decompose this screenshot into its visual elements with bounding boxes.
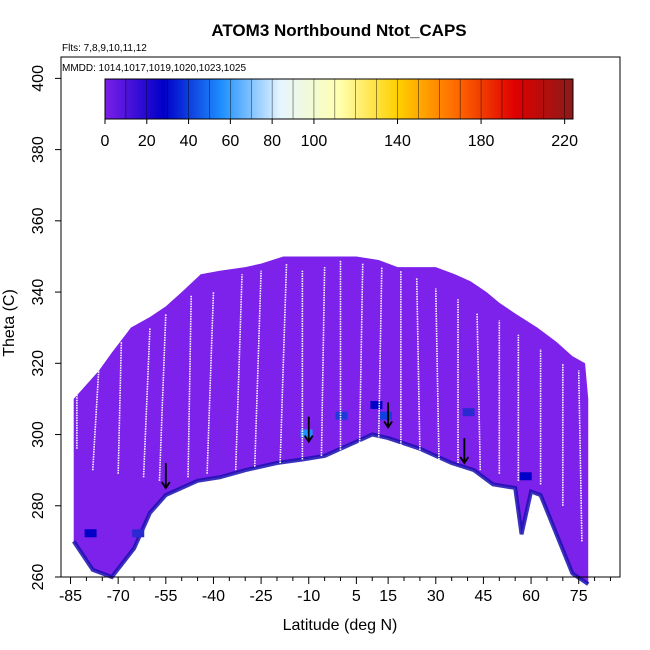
- high-value-patch: [519, 472, 532, 481]
- profile-trace: [577, 370, 583, 542]
- colorbar-tick-label: 60: [221, 133, 239, 150]
- flights-annotation: Flts: 7,8,9,10,11,12: [62, 43, 147, 54]
- y-tick-label: 300: [30, 421, 47, 448]
- high-value-patch: [379, 411, 392, 420]
- profile-trace: [91, 363, 100, 471]
- high-value-patch: [132, 529, 145, 538]
- x-axis-label: Latitude (deg N): [283, 617, 398, 634]
- x-tick-label: -70: [107, 588, 130, 605]
- y-tick-label: 380: [30, 136, 47, 163]
- arrow-marker: [383, 402, 393, 430]
- x-tick-label: 30: [427, 588, 445, 605]
- arrow-head: [383, 420, 393, 430]
- x-tick-label: 75: [570, 588, 588, 605]
- colorbar-tick-label: 180: [468, 133, 495, 150]
- high-value-patch: [462, 408, 475, 417]
- profile-trace: [253, 270, 262, 467]
- profile-trace: [415, 277, 421, 453]
- x-tick-label: -25: [250, 588, 273, 605]
- colorbar: 0 20 40 60 80 100 140 180 220: [101, 78, 578, 150]
- arrow-head: [161, 481, 171, 490]
- high-value-patch: [335, 411, 348, 420]
- arrow-marker: [161, 463, 171, 490]
- profile-trace: [234, 274, 243, 471]
- x-tick-label: -10: [297, 588, 320, 605]
- colorbar-bar: [104, 78, 574, 120]
- colorbar-tick-label: 220: [551, 133, 578, 150]
- y-tick-label: 400: [30, 65, 47, 92]
- profile-trace: [279, 263, 288, 464]
- profile-trace: [434, 288, 440, 460]
- curtain-base: [72, 432, 590, 586]
- profile-trace: [320, 267, 326, 456]
- colorbar-tick-label: 140: [384, 133, 411, 150]
- arrow-head: [303, 435, 314, 444]
- profile-trace: [476, 313, 482, 471]
- y-axis-label: Theta (C): [1, 289, 18, 357]
- profile-trace: [117, 341, 123, 474]
- chart-title: ATOM3 Northbound Ntot_CAPS: [211, 21, 466, 40]
- y-tick-label: 280: [30, 492, 47, 519]
- colorbar-tick-label: 20: [138, 133, 156, 150]
- x-tick-label: -40: [202, 588, 225, 605]
- profile-trace: [358, 263, 364, 446]
- arrow-head: [459, 456, 470, 465]
- high-value-patch: [300, 429, 313, 438]
- arrow-marker: [303, 416, 314, 444]
- x-tick-label: 15: [379, 588, 397, 605]
- y-tick-label: 260: [30, 564, 47, 591]
- dates-annotation: MMDD: 1014,1017,1019,1020,1023,1025: [62, 63, 246, 74]
- colorbar-tick-label: 100: [301, 133, 328, 150]
- colorbar-tick-label: 80: [263, 133, 281, 150]
- colorbar-tick-label: 0: [101, 133, 110, 150]
- profile-trace: [377, 267, 383, 442]
- y-tick-label: 360: [30, 207, 47, 234]
- profile-trace: [206, 292, 215, 474]
- high-value-patch: [84, 529, 97, 538]
- profile-trace: [187, 295, 193, 478]
- high-value-patch: [370, 401, 383, 410]
- x-tick-label: 5: [352, 588, 361, 605]
- x-tick-label: -55: [154, 588, 177, 605]
- x-tick-label: 60: [522, 588, 540, 605]
- x-tick-label: 45: [475, 588, 493, 605]
- plot-area: -85 -70 -55 -40 -25 -10 5 15 30 45 60 75 260 280 300 32…: [30, 56, 621, 605]
- profile-trace: [158, 313, 167, 481]
- colorbar-tick-label: 40: [180, 133, 198, 150]
- x-tick-label: -85: [59, 588, 82, 605]
- arrow-marker: [459, 438, 470, 465]
- curtain-field: [73, 256, 589, 585]
- y-tick-label: 320: [30, 350, 47, 377]
- y-tick-label: 340: [30, 279, 47, 306]
